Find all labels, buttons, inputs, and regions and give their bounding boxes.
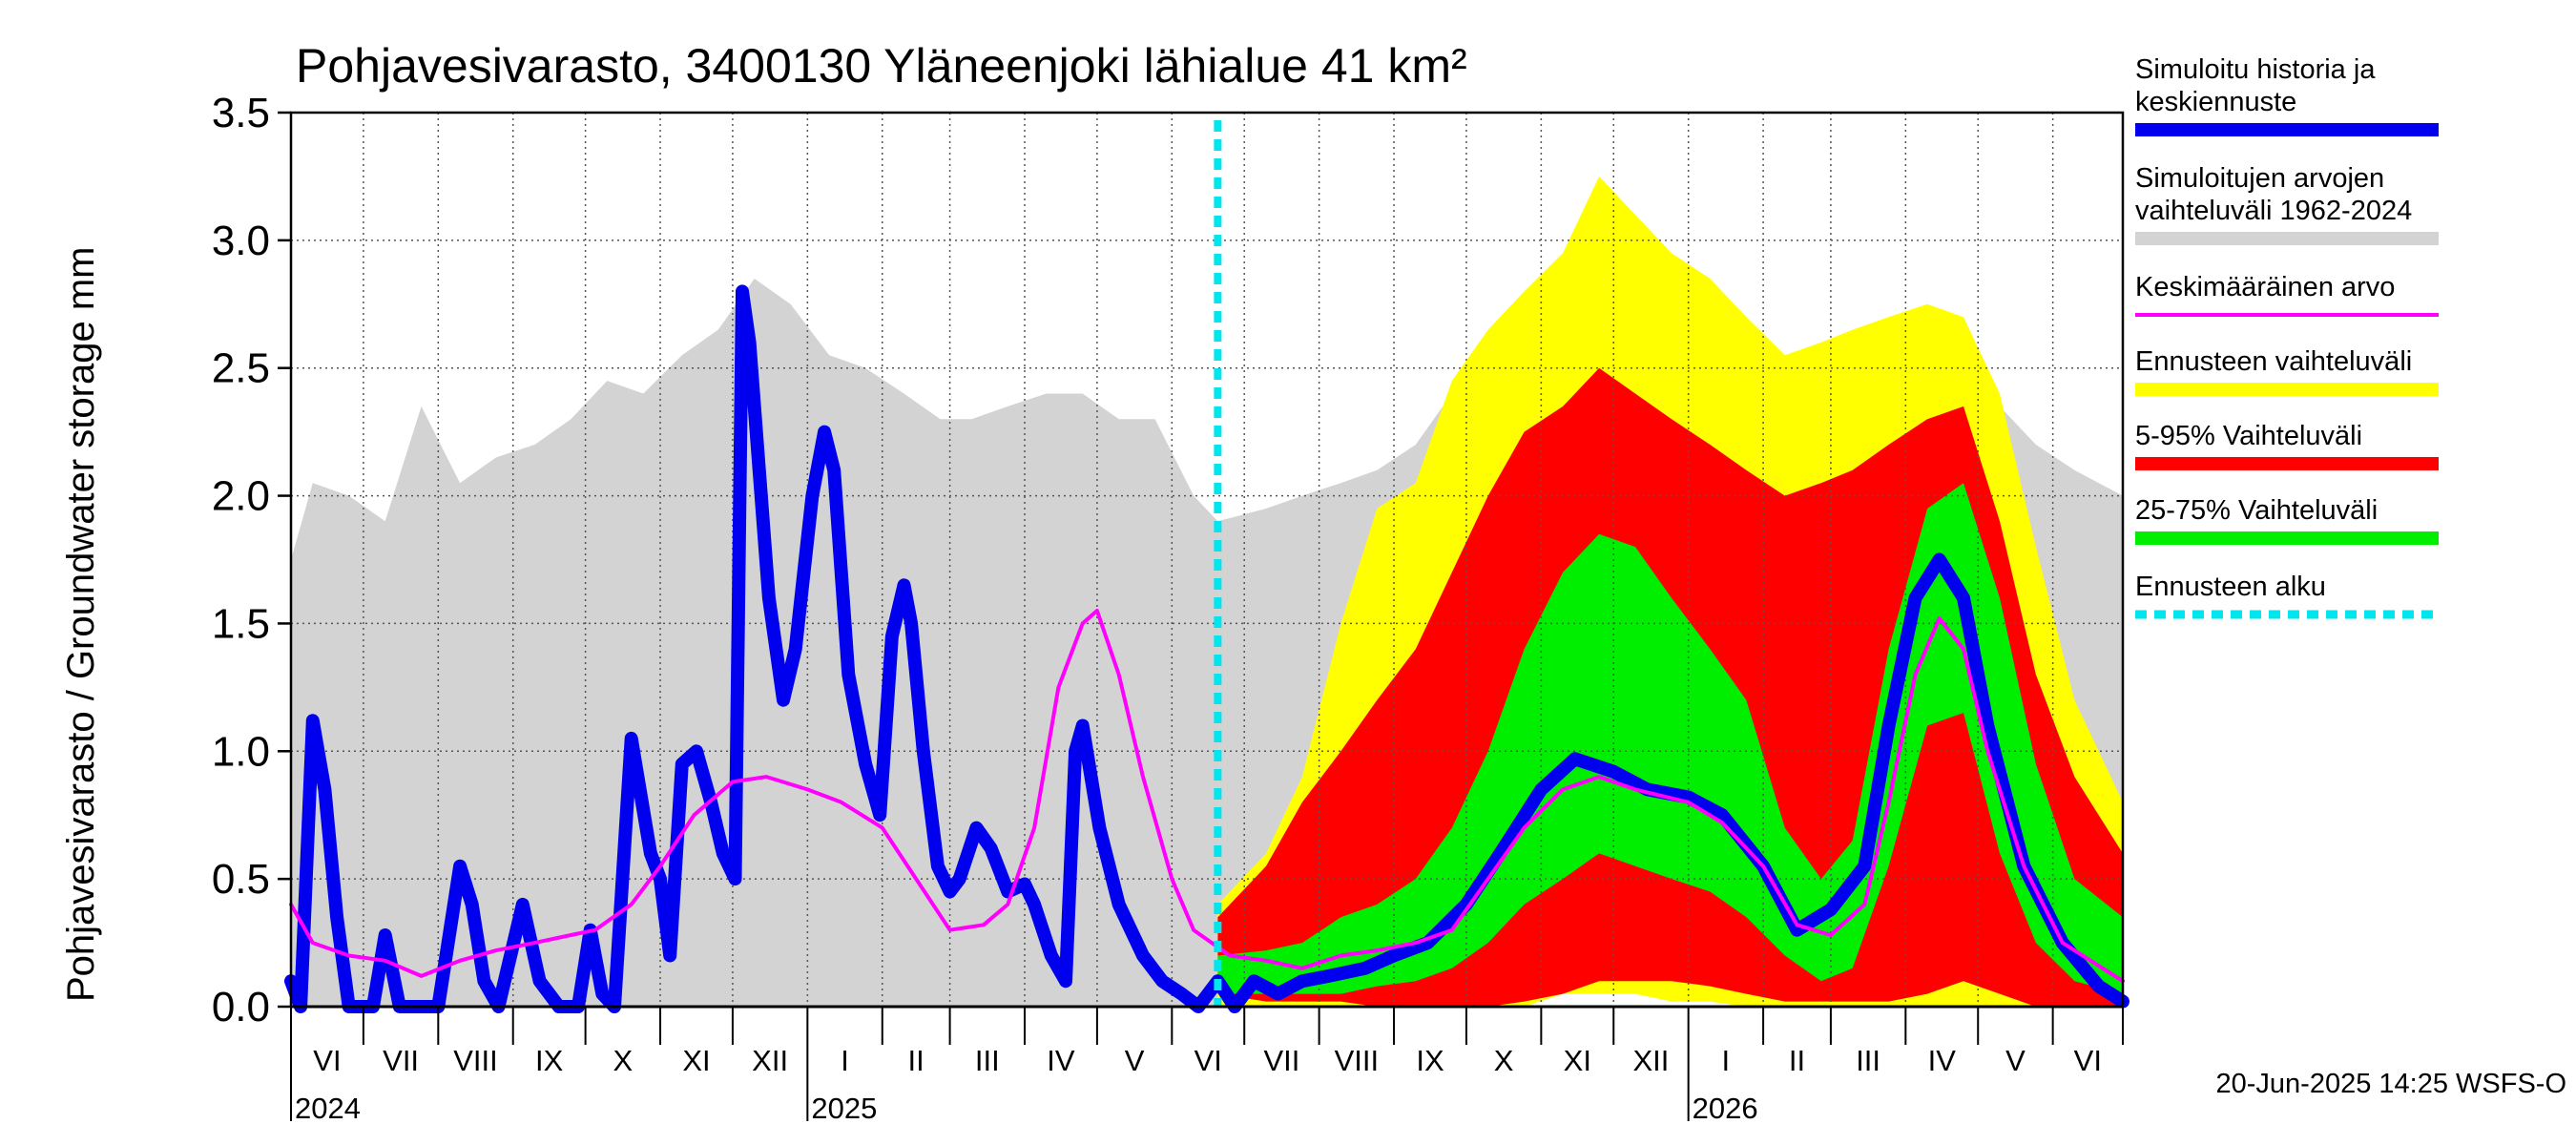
month-label-12: VI bbox=[1195, 1044, 1222, 1077]
month-label-19: I bbox=[1722, 1044, 1731, 1077]
legend-label-1-b: keskiennuste bbox=[2135, 87, 2296, 117]
month-label-20: II bbox=[1789, 1044, 1805, 1077]
y-tick-label-0: 0.0 bbox=[212, 984, 270, 1030]
month-label-3: IX bbox=[535, 1044, 564, 1077]
month-label-22: IV bbox=[1928, 1044, 1957, 1077]
month-label-24: VI bbox=[2074, 1044, 2102, 1077]
series-2 bbox=[289, 609, 2125, 984]
legend-label-3: Keskimääräinen arvo bbox=[2135, 272, 2395, 302]
month-label-8: II bbox=[908, 1044, 924, 1077]
month-label-0: VI bbox=[313, 1044, 341, 1077]
month-label-13: VII bbox=[1263, 1044, 1299, 1077]
month-label-18: XII bbox=[1633, 1044, 1670, 1077]
month-label-2: VIII bbox=[453, 1044, 498, 1077]
y-tick-label-3: 1.5 bbox=[212, 600, 270, 647]
month-label-9: III bbox=[975, 1044, 1000, 1077]
chart-title: Pohjavesivarasto, 3400130 Yläneenjoki lä… bbox=[296, 39, 1467, 93]
month-label-4: X bbox=[613, 1044, 633, 1077]
legend-label-2: Simuloitujen arvojen bbox=[2135, 163, 2384, 194]
month-label-21: III bbox=[1856, 1044, 1880, 1077]
plot-area bbox=[284, 112, 2129, 1013]
legend-label-2-b: vaihteluväli 1962-2024 bbox=[2135, 196, 2412, 226]
year-label-1: 2025 bbox=[811, 1092, 877, 1125]
y-tick-label-2: 1.0 bbox=[212, 728, 270, 775]
month-label-23: V bbox=[2005, 1044, 2025, 1077]
month-label-10: IV bbox=[1047, 1044, 1075, 1077]
legend-label-4: Ennusteen vaihteluväli bbox=[2135, 346, 2412, 377]
month-label-5: XI bbox=[682, 1044, 710, 1077]
year-label-2: 2026 bbox=[1693, 1092, 1758, 1125]
legend-label-1: Simuloitu historia ja bbox=[2135, 54, 2376, 85]
month-label-17: XI bbox=[1564, 1044, 1591, 1077]
legend-label-7: Ennusteen alku bbox=[2135, 572, 2326, 602]
band-4 bbox=[1217, 483, 2123, 994]
month-label-6: XII bbox=[752, 1044, 788, 1077]
month-label-1: VII bbox=[383, 1044, 419, 1077]
month-label-7: I bbox=[841, 1044, 849, 1077]
axes: 0.00.51.01.52.02.53.03.5VI VII VIII IX X XI XI… bbox=[212, 90, 2125, 1125]
legend-label-5: 5-95% Vaihteluväli bbox=[2135, 421, 2362, 451]
y-axis-label: Pohjavesivarasto / Groundwater storage m… bbox=[60, 247, 102, 1002]
y-tick-label-6: 3.0 bbox=[212, 218, 270, 264]
month-label-15: IX bbox=[1416, 1044, 1444, 1077]
y-tick-label-1: 0.5 bbox=[212, 856, 270, 903]
month-label-14: VIII bbox=[1335, 1044, 1380, 1077]
footer-timestamp: 20-Jun-2025 14:25 WSFS-O bbox=[2215, 1069, 2566, 1099]
y-tick-label-5: 2.5 bbox=[212, 345, 270, 392]
year-label-0: 2024 bbox=[295, 1092, 361, 1125]
y-tick-label-7: 3.5 bbox=[212, 90, 270, 136]
legend-label-6: 25-75% Vaihteluväli bbox=[2135, 495, 2378, 526]
y-tick-label-4: 2.0 bbox=[212, 473, 270, 520]
month-label-16: X bbox=[1494, 1044, 1514, 1077]
month-label-11: V bbox=[1125, 1044, 1145, 1077]
